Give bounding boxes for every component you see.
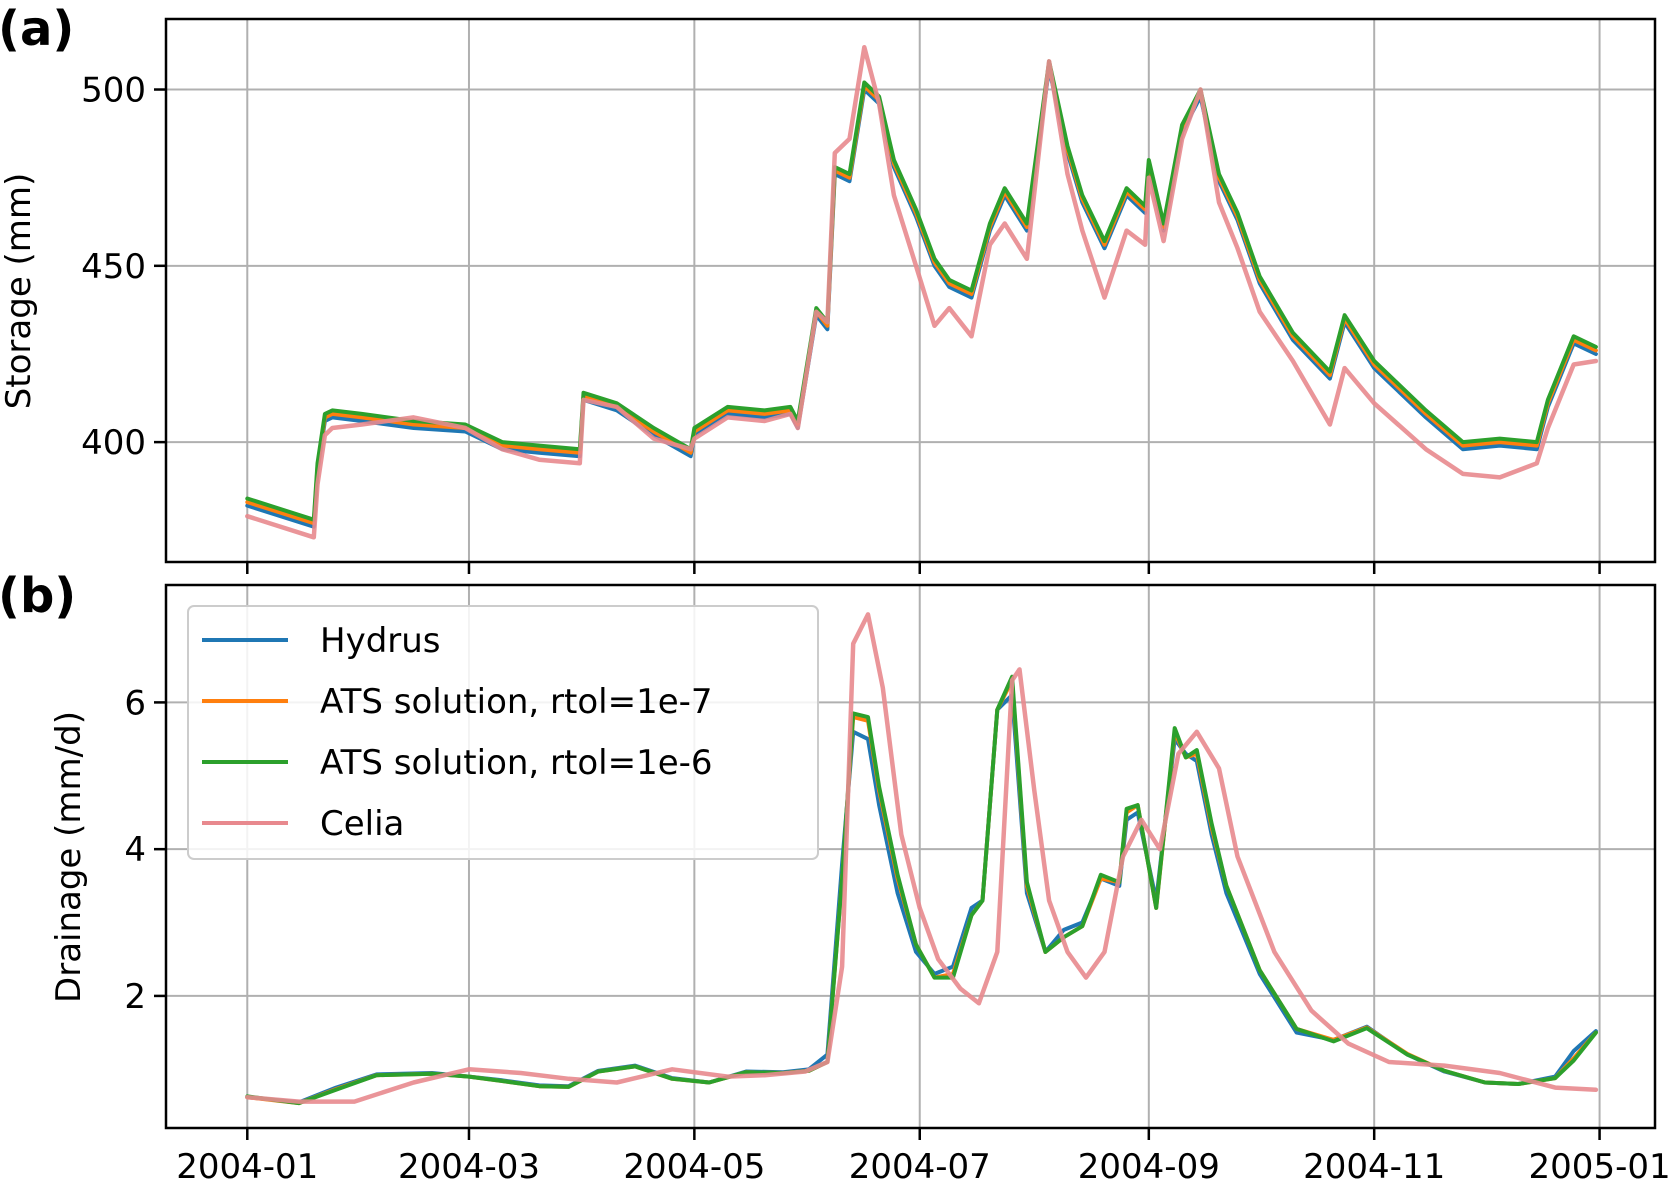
drainage-xtick-label-2004-05: 2004-05 (623, 1147, 765, 1187)
storage-grid (166, 19, 1655, 562)
legend-label-hydrus: Hydrus (320, 621, 441, 661)
storage-plot-frame (164, 17, 1657, 564)
storage-series-ats-solution-rtol-1e-7 (245, 62, 1598, 526)
storage-series-ats-solution-rtol-1e-6 (245, 59, 1598, 522)
storage-series-celia (245, 44, 1599, 540)
storage-series-hydrus (245, 66, 1598, 529)
panel-drainage: 2004-01 2004-03 2004-05 2004-07 2004-09 2004-… (0, 568, 1671, 1187)
storage-ytick-label-500: 500 (81, 71, 146, 111)
storage-ticks: 400 450 500 (81, 71, 1601, 574)
drainage-series (245, 612, 1599, 1106)
storage-y-axis-title: Storage (mm) (0, 173, 39, 410)
panel-b-label: (b) (0, 568, 76, 624)
legend-label-ats-rtol-1e-6: ATS solution, rtol=1e-6 (320, 743, 713, 783)
panel-storage: 400 450 500 (a) Storage (mm) (0, 1, 1657, 574)
drainage-ticks: 2004-01 2004-03 2004-05 2004-07 2004-09 2004-… (124, 683, 1670, 1187)
legend-label-celia: Celia (320, 804, 404, 844)
drainage-ytick-label-4: 4 (124, 830, 146, 870)
drainage-ytick-label-6: 6 (124, 683, 146, 723)
legend-item-ats-rtol-1e-6: ATS solution, rtol=1e-6 (202, 743, 713, 783)
drainage-series-ats-solution-rtol-1e-6 (245, 674, 1598, 1106)
storage-ytick-label-450: 450 (81, 247, 146, 287)
legend-item-ats-rtol-1e-7: ATS solution, rtol=1e-7 (202, 682, 713, 722)
drainage-ytick-label-2: 2 (124, 977, 146, 1017)
drainage-xtick-label-2005-01: 2005-01 (1529, 1147, 1671, 1187)
storage-series (245, 44, 1599, 540)
drainage-xtick-label-2004-07: 2004-07 (849, 1147, 991, 1187)
storage-ytick-label-400: 400 (81, 423, 146, 463)
drainage-xtick-label-2004-03: 2004-03 (398, 1147, 540, 1187)
drainage-xtick-label-2004-01: 2004-01 (176, 1147, 318, 1187)
drainage-plot-frame (164, 583, 1657, 1130)
drainage-y-axis-title: Drainage (mm/d) (49, 711, 89, 1003)
drainage-xtick-label-2004-11: 2004-11 (1303, 1147, 1445, 1187)
panel-a-label: (a) (0, 1, 74, 57)
drainage-xtick-label-2004-09: 2004-09 (1078, 1147, 1220, 1187)
legend: Hydrus ATS solution, rtol=1e-7 ATS solut… (187, 605, 819, 860)
drainage-series-celia (245, 612, 1599, 1104)
legend-item-celia: Celia (202, 804, 404, 844)
legend-label-ats-rtol-1e-7: ATS solution, rtol=1e-7 (320, 682, 713, 722)
legend-item-hydrus: Hydrus (202, 621, 441, 661)
legend-box (187, 605, 819, 860)
